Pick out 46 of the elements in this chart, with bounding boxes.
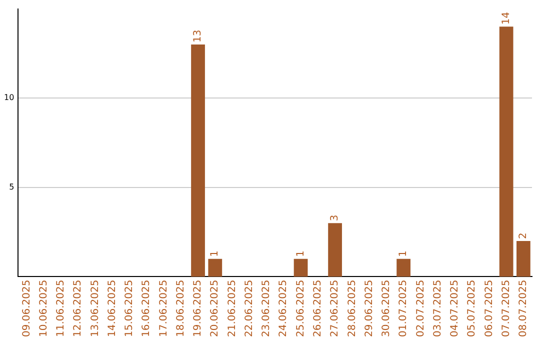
x-tick-label: 15.06.2025: [124, 280, 136, 338]
x-tick-label: 13.06.2025: [90, 280, 101, 338]
x-tick-label: 27.06.2025: [330, 280, 341, 338]
x-tick-label: 14.06.2025: [106, 280, 118, 338]
x-tick-label: 04.07.2025: [450, 280, 461, 338]
x-tick-label: 30.06.2025: [381, 280, 392, 338]
x-tick-label: 25.06.2025: [295, 280, 306, 338]
bar: [396, 258, 410, 277]
y-tick-label: 10: [4, 93, 14, 102]
data-label: 1: [398, 250, 410, 257]
bar: [208, 258, 222, 277]
bar: [191, 44, 205, 277]
bar: [294, 258, 308, 277]
bar: [516, 241, 530, 277]
data-label: 3: [330, 214, 341, 222]
x-tick-label: 10.06.2025: [38, 280, 50, 338]
x-tick-label: 02.07.2025: [415, 280, 426, 338]
x-tick-label: 03.07.2025: [432, 280, 444, 338]
x-tick-label: 19.06.2025: [192, 280, 204, 338]
data-label: 14: [500, 12, 512, 25]
x-tick-label: 20.06.2025: [210, 280, 221, 338]
data-label: 13: [192, 30, 204, 43]
x-tick-label: 29.06.2025: [364, 280, 375, 338]
data-label: 1: [295, 250, 306, 257]
x-tick-label: 23.06.2025: [261, 280, 272, 338]
data-label: 2: [518, 232, 530, 240]
x-tick-label: 08.07.2025: [518, 280, 530, 338]
x-tick-label: 28.06.2025: [346, 280, 358, 338]
x-tick-label: 05.07.2025: [466, 280, 478, 338]
x-tick-label: 21.06.2025: [226, 280, 238, 338]
data-label: 1: [210, 250, 221, 257]
x-tick-label: 18.06.2025: [175, 280, 186, 338]
bar: [328, 223, 342, 277]
x-tick-label: 01.07.2025: [398, 280, 410, 338]
x-tick-label: 26.06.2025: [312, 280, 324, 338]
x-tick-label: 07.07.2025: [500, 280, 512, 338]
x-tick-label: 06.07.2025: [484, 280, 495, 338]
y-tick-label: 5: [9, 182, 14, 192]
x-tick-label: 22.06.2025: [244, 280, 255, 338]
x-tick-label: 17.06.2025: [158, 280, 170, 338]
x-tick-label: 11.06.2025: [56, 280, 67, 338]
x-tick-label: 24.06.2025: [278, 280, 290, 338]
x-tick-label: 09.06.2025: [21, 280, 32, 338]
x-tick-label: 12.06.2025: [72, 280, 84, 338]
bar: [499, 26, 514, 277]
x-tick-label: 16.06.2025: [141, 280, 152, 338]
